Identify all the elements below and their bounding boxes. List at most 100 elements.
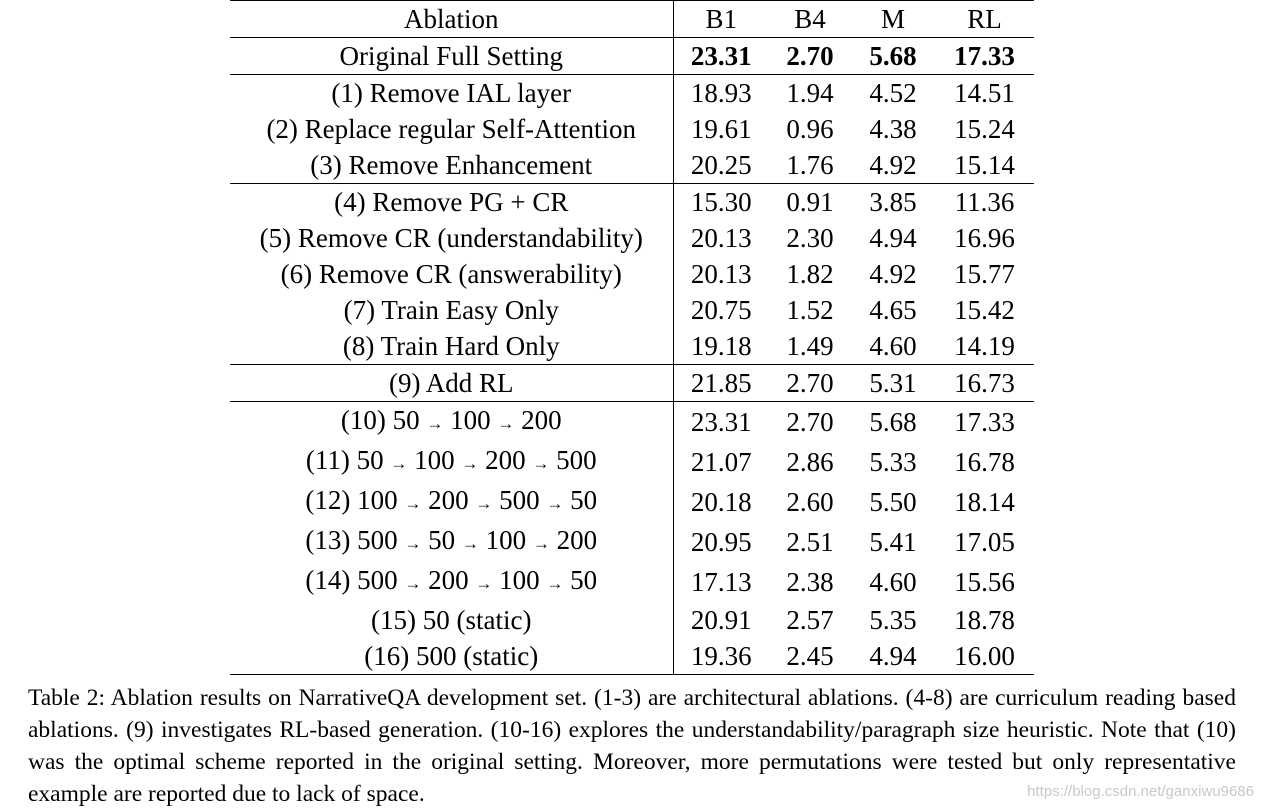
score-b1: 17.13: [690, 567, 752, 597]
score-b1: 23.31: [673, 401, 769, 442]
table-row: (4) Remove PG + CR 15.30 0.91 3.85 11.36: [230, 183, 1034, 220]
score-m: 5.68: [851, 401, 935, 442]
score-b4: 1.52: [786, 295, 834, 325]
header-m: M: [851, 0, 935, 38]
score-rl: 15.56: [954, 567, 1015, 597]
score-b1: 19.18: [690, 331, 752, 361]
score-b1: 18.93: [673, 74, 769, 111]
arrow-icon: →: [532, 454, 550, 473]
score-b1: 19.61: [690, 114, 752, 144]
arrow-icon: →: [475, 574, 493, 593]
score-b4: 2.70: [769, 401, 851, 442]
score-rl: 14.19: [954, 331, 1015, 361]
score-b1: 20.75: [690, 295, 752, 325]
header-b4: B4: [769, 0, 851, 38]
score-b1: 20.25: [690, 150, 752, 180]
score-rl: 14.51: [935, 74, 1034, 111]
score-m: 5.50: [869, 487, 917, 517]
score-rl: 15.14: [954, 150, 1015, 180]
ablation-label: (11) 50 → 100 → 200 → 500: [230, 442, 674, 482]
ablation-label: (7) Train Easy Only: [230, 292, 674, 328]
arrow-icon: →: [404, 494, 422, 513]
score-m: 4.94: [869, 223, 917, 253]
arrow-icon: →: [532, 534, 550, 553]
ablation-table: Ablation B1 B4 M RL Original Full Settin…: [230, 0, 1034, 675]
score-b4: 1.76: [786, 150, 834, 180]
ablation-label: (8) Train Hard Only: [230, 328, 674, 365]
score-b4: 2.86: [786, 447, 834, 477]
score-b4: 2.51: [786, 527, 834, 557]
header-ablation: Ablation: [230, 0, 674, 38]
score-b1: 20.13: [690, 223, 752, 253]
ablation-label: (6) Remove CR (answerability): [230, 256, 674, 292]
table-header-row: Ablation B1 B4 M RL: [230, 0, 1034, 38]
score-b4: 2.70: [769, 364, 851, 402]
header-b1: B1: [673, 0, 769, 38]
score-m: 5.68: [851, 37, 935, 75]
score-m: 4.38: [869, 114, 917, 144]
arrow-icon: →: [426, 414, 444, 433]
score-rl: 16.78: [954, 447, 1015, 477]
ablation-label: (4) Remove PG + CR: [230, 183, 674, 220]
arrow-icon: →: [390, 454, 408, 473]
ablation-label: (5) Remove CR (understandability): [230, 220, 674, 256]
score-b1: 21.85: [673, 364, 769, 402]
score-m: 4.65: [869, 295, 917, 325]
ablation-label: Original Full Setting: [230, 37, 674, 75]
ablation-label: (12) 100 → 200 → 500 → 50: [230, 482, 674, 522]
arrow-icon: →: [461, 454, 479, 473]
score-b4: 2.45: [769, 638, 851, 675]
score-m: 4.60: [869, 331, 917, 361]
score-rl: 18.14: [954, 487, 1015, 517]
ablation-label: (2) Replace regular Self-Attention: [230, 111, 674, 147]
score-b4: 2.60: [786, 487, 834, 517]
ablation-label: (3) Remove Enhancement: [230, 147, 674, 184]
arrow-icon: →: [546, 574, 564, 593]
arrow-icon: →: [461, 534, 479, 553]
score-b4: 2.70: [769, 37, 851, 75]
score-rl: 15.42: [954, 295, 1015, 325]
ablation-label: (10) 50 → 100 → 200: [230, 401, 674, 442]
score-b1: 19.36: [673, 638, 769, 675]
score-rl: 17.33: [935, 401, 1034, 442]
table-caption: Table 2: Ablation results on NarrativeQA…: [28, 685, 1236, 807]
table-row: (13) 500 → 50 → 100 → 200 20.95 2.51 5.41 17…: [230, 522, 1034, 562]
ablation-label: (13) 500 → 50 → 100 → 200: [230, 522, 674, 562]
score-rl: 17.05: [954, 527, 1015, 557]
score-b4: 1.94: [769, 74, 851, 111]
table-body: Original Full Setting 23.31 2.70 5.68 17.33(…: [230, 37, 1034, 675]
table-row: (3) Remove Enhancement 20.25 1.76 4.92 15.14: [230, 147, 1034, 184]
arrow-icon: →: [497, 414, 515, 433]
score-b1: 20.13: [690, 259, 752, 289]
score-m: 5.31: [851, 364, 935, 402]
score-m: 4.94: [851, 638, 935, 675]
table-row: (11) 50 → 100 → 200 → 500 21.07 2.86 5.33 16…: [230, 442, 1034, 482]
score-b4: 1.82: [786, 259, 834, 289]
table-row: (7) Train Easy Only 20.75 1.52 4.65 15.42: [230, 292, 1034, 328]
arrow-icon: →: [404, 574, 422, 593]
score-b4: 2.30: [786, 223, 834, 253]
score-b4: 2.38: [786, 567, 834, 597]
table-row: (12) 100 → 200 → 500 → 50 20.18 2.60 5.50 18…: [230, 482, 1034, 522]
header-rl: RL: [935, 0, 1034, 38]
score-b4: 2.57: [786, 605, 834, 635]
table-row: (16) 500 (static) 19.36 2.45 4.94 16.00: [230, 638, 1034, 675]
table-row: (8) Train Hard Only 19.18 1.49 4.60 14.19: [230, 328, 1034, 365]
arrow-icon: →: [404, 534, 422, 553]
ablation-label: (16) 500 (static): [230, 638, 674, 675]
table-row: Original Full Setting 23.31 2.70 5.68 17.33: [230, 37, 1034, 75]
score-rl: 17.33: [935, 37, 1034, 75]
table-row: (5) Remove CR (understandability) 20.13 2.…: [230, 220, 1034, 256]
score-m: 5.35: [869, 605, 917, 635]
score-b1: 20.91: [690, 605, 752, 635]
table-row: (1) Remove IAL layer 18.93 1.94 4.52 14.51: [230, 74, 1034, 111]
ablation-table-container: Ablation B1 B4 M RL Original Full Settin…: [230, 0, 1034, 675]
table-row: (9) Add RL 21.85 2.70 5.31 16.73: [230, 364, 1034, 402]
score-b1: 20.95: [690, 527, 752, 557]
score-rl: 16.96: [954, 223, 1015, 253]
ablation-label: (9) Add RL: [230, 364, 674, 402]
score-b1: 20.18: [690, 487, 752, 517]
table-row: (6) Remove CR (answerability) 20.13 1.82 4.…: [230, 256, 1034, 292]
table-row: (2) Replace regular Self-Attention 19.61 0…: [230, 111, 1034, 147]
score-m: 4.92: [869, 150, 917, 180]
